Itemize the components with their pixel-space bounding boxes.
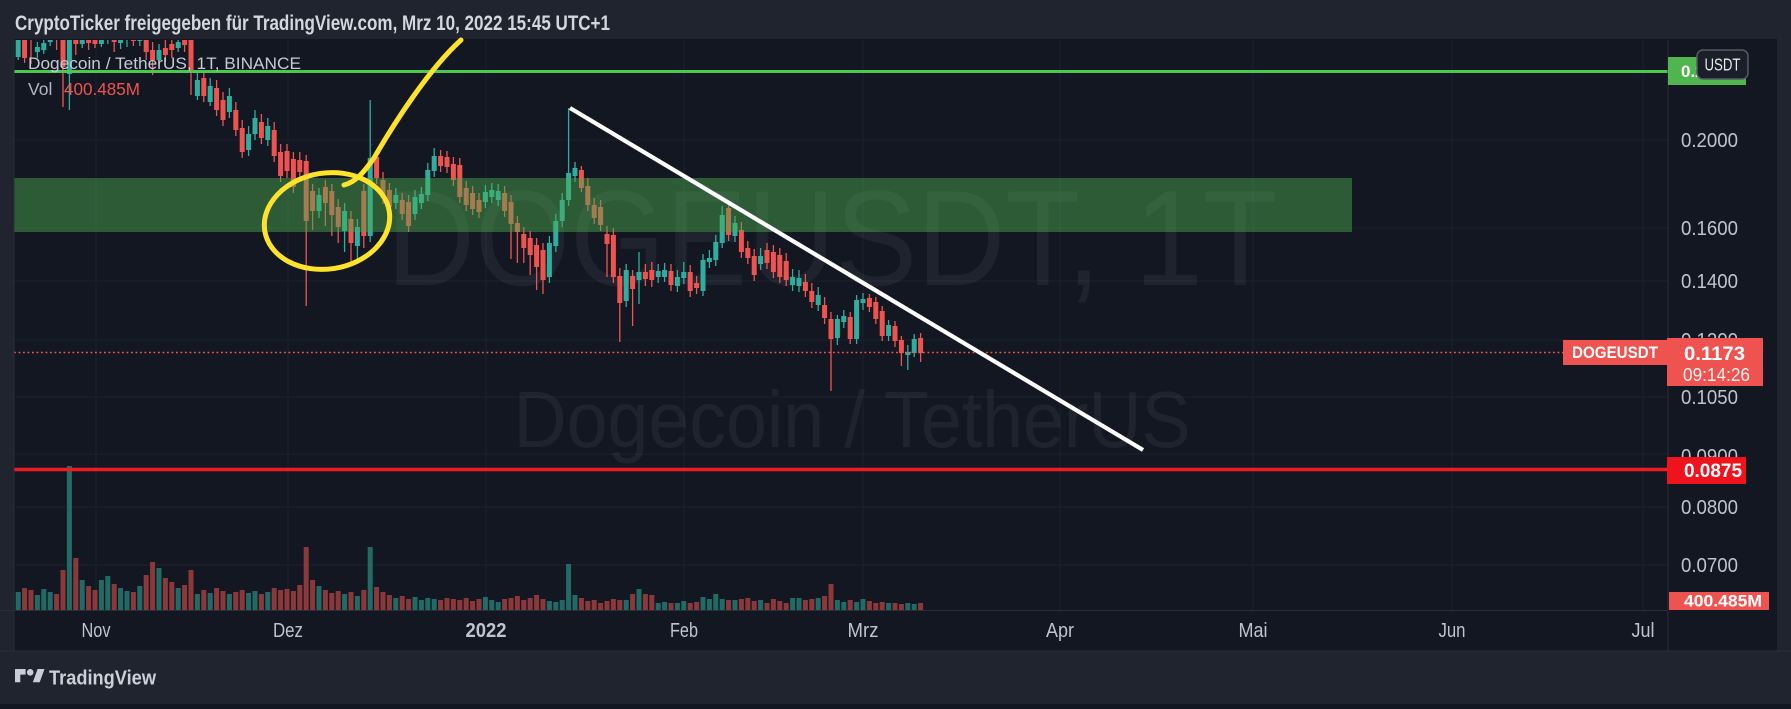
svg-text:400.485M: 400.485M bbox=[64, 79, 140, 99]
svg-text:TradingView: TradingView bbox=[49, 667, 156, 690]
svg-text:Vol: Vol bbox=[28, 79, 52, 99]
svg-text:0.1173: 0.1173 bbox=[1684, 344, 1745, 365]
svg-text:400.485M: 400.485M bbox=[1684, 592, 1762, 611]
svg-text:0.0875: 0.0875 bbox=[1684, 461, 1742, 482]
svg-text:0.1400: 0.1400 bbox=[1681, 271, 1738, 293]
svg-text:2022: 2022 bbox=[466, 620, 507, 642]
svg-text:Dez: Dez bbox=[273, 620, 303, 642]
svg-text:Apr: Apr bbox=[1046, 620, 1074, 642]
svg-text:CryptoTicker freigegeben für T: CryptoTicker freigegeben für TradingView… bbox=[15, 11, 610, 35]
svg-text:USDT: USDT bbox=[1705, 55, 1741, 75]
svg-text:DOGEUSDT, 1T: DOGEUSDT, 1T bbox=[387, 162, 1278, 314]
svg-text:Mrz: Mrz bbox=[848, 620, 879, 642]
svg-text:DOGEUSDT: DOGEUSDT bbox=[1572, 344, 1658, 362]
svg-text:Dogecoin / TetherUS, 1T, BINAN: Dogecoin / TetherUS, 1T, BINANCE bbox=[28, 54, 301, 73]
svg-text:09:14:26: 09:14:26 bbox=[1683, 365, 1750, 385]
svg-text:0.0700: 0.0700 bbox=[1681, 555, 1738, 577]
svg-text:Dogecoin / TetherUS: Dogecoin / TetherUS bbox=[514, 375, 1191, 464]
svg-text:Jul: Jul bbox=[1632, 620, 1655, 642]
svg-text:0.1600: 0.1600 bbox=[1681, 218, 1738, 240]
svg-text:Mai: Mai bbox=[1239, 620, 1268, 642]
svg-text:0.0800: 0.0800 bbox=[1681, 497, 1738, 519]
svg-text:Feb: Feb bbox=[670, 620, 698, 642]
svg-text:0.1050: 0.1050 bbox=[1681, 387, 1738, 409]
svg-text:Jun: Jun bbox=[1439, 620, 1466, 642]
svg-text:0.2000: 0.2000 bbox=[1681, 130, 1738, 152]
svg-text:Nov: Nov bbox=[82, 620, 111, 642]
